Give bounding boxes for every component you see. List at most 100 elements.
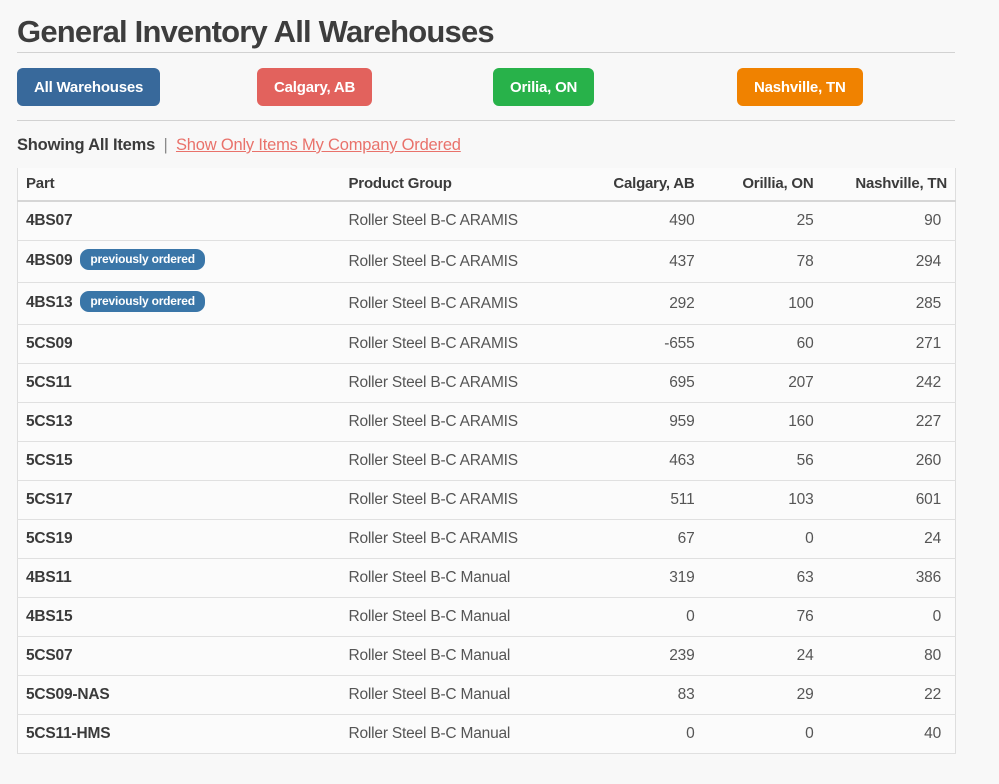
product-group-cell: Roller Steel B-C ARAMIS: [340, 282, 563, 325]
warehouse-button-all-warehouses[interactable]: All Warehouses: [17, 68, 161, 106]
part-number-cell: 5CS11: [17, 363, 341, 403]
part-number: 4BS13: [26, 294, 73, 311]
qty-calgary-cell: 292: [562, 282, 703, 325]
table-row: 5CS13 Roller Steel B-C ARAMIS 959 160 227: [17, 402, 956, 442]
qty-calgary-cell: 959: [562, 402, 703, 442]
qty-orillia-cell: 56: [702, 441, 822, 481]
previously-ordered-badge: previously ordered: [80, 249, 205, 270]
part-number: 5CS09-NAS: [26, 686, 110, 703]
qty-nashville-cell: 242: [821, 363, 956, 403]
product-group-cell: Roller Steel B-C ARAMIS: [340, 519, 563, 559]
table-row: 5CS11 Roller Steel B-C ARAMIS 695 207 242: [17, 363, 956, 403]
show-company-ordered-link[interactable]: Show Only Items My Company Ordered: [175, 136, 461, 154]
product-group-cell: Roller Steel B-C Manual: [340, 675, 563, 715]
qty-orillia-cell: 76: [702, 597, 822, 637]
part-number: 5CS15: [26, 452, 73, 469]
table-row: 4BS13 previously ordered Roller Steel B-C …: [17, 282, 956, 325]
qty-calgary-cell: 67: [562, 519, 703, 559]
column-header-orillia-on: Orillia, ON: [702, 168, 822, 202]
warehouse-button-orilia[interactable]: Orilia, ON: [493, 68, 595, 106]
inventory-table-body: 4BS07 Roller Steel B-C ARAMIS 490 25 90 4BS09…: [17, 201, 956, 754]
warehouse-button-row: All Warehouses Calgary, AB Orilia, ON Na…: [17, 53, 955, 120]
qty-orillia-cell: 0: [702, 714, 822, 754]
table-row: 5CS15 Roller Steel B-C ARAMIS 463 56 260: [17, 441, 956, 481]
divider-buttons: [17, 120, 955, 121]
previously-ordered-badge: previously ordered: [80, 291, 205, 312]
product-group-cell: Roller Steel B-C ARAMIS: [340, 480, 563, 520]
qty-calgary-cell: 319: [562, 558, 703, 598]
qty-nashville-cell: 227: [821, 402, 956, 442]
qty-orillia-cell: 103: [702, 480, 822, 520]
part-number-cell: 5CS11-HMS: [17, 714, 341, 754]
qty-nashville-cell: 601: [821, 480, 956, 520]
qty-orillia-cell: 0: [702, 519, 822, 559]
part-number: 5CS11-HMS: [26, 725, 111, 742]
inventory-table-header: Part Product Group Calgary, AB Orillia, ON N…: [17, 168, 956, 202]
page-title: General Inventory All Warehouses: [17, 14, 495, 49]
qty-calgary-cell: 0: [562, 714, 703, 754]
qty-orillia-cell: 24: [702, 636, 822, 676]
part-number: 5CS13: [26, 413, 73, 430]
warehouse-button-calgary[interactable]: Calgary, AB: [257, 68, 373, 106]
qty-orillia-cell: 100: [702, 282, 822, 325]
part-number-cell: 4BS11: [17, 558, 341, 598]
part-number-cell: 5CS15: [17, 441, 341, 481]
product-group-cell: Roller Steel B-C ARAMIS: [340, 402, 563, 442]
qty-nashville-cell: 24: [821, 519, 956, 559]
qty-orillia-cell: 160: [702, 402, 822, 442]
qty-calgary-cell: 83: [562, 675, 703, 715]
product-group-cell: Roller Steel B-C ARAMIS: [340, 363, 563, 403]
column-header-nashville-tn: Nashville, TN: [821, 168, 956, 202]
column-header-part: Part: [17, 168, 341, 202]
qty-nashville-cell: 260: [821, 441, 956, 481]
product-group-cell: Roller Steel B-C ARAMIS: [340, 441, 563, 481]
part-number-cell: 5CS07: [17, 636, 341, 676]
product-group-cell: Roller Steel B-C Manual: [340, 714, 563, 754]
qty-nashville-cell: 90: [821, 201, 956, 241]
product-group-cell: Roller Steel B-C ARAMIS: [340, 324, 563, 364]
part-number-cell: 5CS09: [17, 324, 341, 364]
filter-bar: Showing All Items | Show Only Items My C…: [17, 136, 955, 155]
qty-orillia-cell: 25: [702, 201, 822, 241]
part-number-cell: 5CS13: [17, 402, 341, 442]
part-number: 5CS07: [26, 647, 73, 664]
table-row: 4BS07 Roller Steel B-C ARAMIS 490 25 90: [17, 201, 956, 241]
part-number: 4BS15: [26, 608, 73, 625]
table-row: 5CS09 Roller Steel B-C ARAMIS -655 60 271: [17, 324, 956, 364]
product-group-cell: Roller Steel B-C Manual: [340, 636, 563, 676]
qty-orillia-cell: 29: [702, 675, 822, 715]
divider-top: [17, 52, 955, 53]
qty-nashville-cell: 22: [821, 675, 956, 715]
qty-calgary-cell: 437: [562, 240, 703, 283]
qty-calgary-cell: 463: [562, 441, 703, 481]
qty-nashville-cell: 386: [821, 558, 956, 598]
qty-calgary-cell: 490: [562, 201, 703, 241]
table-row: 5CS19 Roller Steel B-C ARAMIS 67 0 24: [17, 519, 956, 559]
part-number-cell: 4BS09 previously ordered: [17, 240, 341, 283]
qty-nashville-cell: 285: [821, 282, 956, 325]
warehouse-button-nashville[interactable]: Nashville, TN: [737, 68, 863, 106]
qty-orillia-cell: 63: [702, 558, 822, 598]
part-number-cell: 4BS15: [17, 597, 341, 637]
qty-calgary-cell: 695: [562, 363, 703, 403]
part-number: 5CS17: [26, 491, 73, 508]
qty-calgary-cell: 0: [562, 597, 703, 637]
part-number-cell: 5CS19: [17, 519, 341, 559]
inventory-table: Part Product Group Calgary, AB Orillia, ON N…: [17, 168, 956, 754]
table-row: 5CS17 Roller Steel B-C ARAMIS 511 103 601: [17, 480, 956, 520]
qty-nashville-cell: 294: [821, 240, 956, 283]
qty-nashville-cell: 80: [821, 636, 956, 676]
table-row: 5CS11-HMS Roller Steel B-C Manual 0 0 40: [17, 714, 956, 754]
product-group-cell: Roller Steel B-C ARAMIS: [340, 201, 563, 241]
column-header-product-group: Product Group: [340, 168, 563, 202]
part-number: 5CS19: [26, 530, 73, 547]
column-header-calgary-ab: Calgary, AB: [562, 168, 703, 202]
part-number-cell: 5CS17: [17, 480, 341, 520]
qty-nashville-cell: 40: [821, 714, 956, 754]
part-number: 4BS09: [26, 252, 73, 269]
qty-orillia-cell: 78: [702, 240, 822, 283]
part-number-cell: 5CS09-NAS: [17, 675, 341, 715]
qty-calgary-cell: -655: [562, 324, 703, 364]
table-row: 4BS09 previously ordered Roller Steel B-C …: [17, 240, 956, 283]
